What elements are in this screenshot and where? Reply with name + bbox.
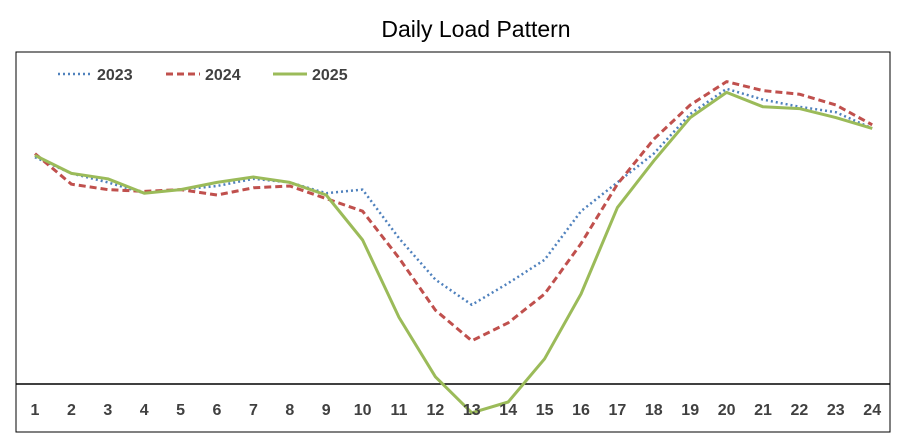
x-tick-label: 14 xyxy=(499,402,517,419)
legend-label-2025: 2025 xyxy=(312,67,348,84)
x-tick-labels: 1 2 3 4 5 6 7 8 9 10 11 12 13 14 15 16 17 18 19 20 21 22 23 24 xyxy=(31,402,882,419)
series-line-2024 xyxy=(34,80,873,343)
plot-area-border xyxy=(15,51,891,433)
x-tick-label: 13 xyxy=(463,402,481,419)
x-tick-label: 12 xyxy=(427,402,445,419)
x-tick-label: 16 xyxy=(572,402,590,419)
x-tick-label: 11 xyxy=(391,402,408,419)
legend-label-2024: 2024 xyxy=(205,67,241,84)
x-tick-label: 8 xyxy=(285,402,294,419)
x-tick-label: 9 xyxy=(322,402,331,419)
x-tick-label: 3 xyxy=(103,402,112,419)
x-tick-label: 24 xyxy=(863,402,881,419)
x-tick-label: 4 xyxy=(140,402,149,419)
x-tick-label: 10 xyxy=(354,402,372,419)
x-tick-label: 22 xyxy=(791,402,809,419)
x-tick-label: 21 xyxy=(754,402,772,419)
x-tick-label: 17 xyxy=(609,402,627,419)
x-tick-label: 18 xyxy=(645,402,663,419)
legend-label-2023: 2023 xyxy=(97,67,133,84)
series-layer xyxy=(34,80,873,415)
legend: 2023 2024 2025 xyxy=(58,67,348,84)
x-tick-label: 19 xyxy=(681,402,699,419)
x-tick-label: 1 xyxy=(31,402,40,419)
x-tick-label: 6 xyxy=(213,402,222,419)
x-tick-label: 7 xyxy=(249,402,258,419)
chart-title: Daily Load Pattern xyxy=(381,16,571,42)
x-tick-label: 15 xyxy=(536,402,554,419)
x-tick-label: 20 xyxy=(718,402,736,419)
x-tick-label: 23 xyxy=(827,402,845,419)
x-tick-label: 5 xyxy=(176,402,185,419)
series-line-2025 xyxy=(34,90,873,415)
x-tick-label: 2 xyxy=(67,402,76,419)
